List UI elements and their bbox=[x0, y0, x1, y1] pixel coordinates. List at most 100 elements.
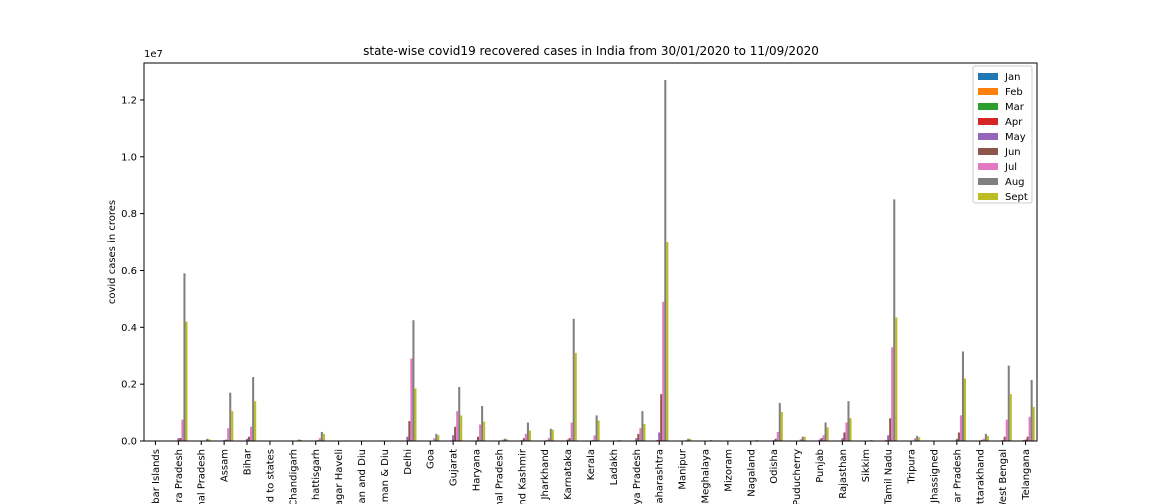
bar-aug-32 bbox=[893, 199, 896, 441]
x-tick-label: Manipur bbox=[678, 448, 689, 490]
bar-jul-4 bbox=[250, 426, 253, 441]
bar-jul-32 bbox=[891, 347, 894, 441]
bar-jul-12 bbox=[433, 438, 436, 441]
bar-aug-11 bbox=[412, 320, 415, 441]
bar-may-35 bbox=[955, 438, 958, 441]
x-tick-label: West Bengal bbox=[998, 449, 1009, 504]
legend-label-feb: Feb bbox=[1005, 87, 1023, 98]
x-tick-label: Ladakh bbox=[609, 449, 620, 485]
x-tick-label: ar Pradesh bbox=[952, 449, 963, 503]
bar-aug-14 bbox=[481, 406, 484, 441]
bar-sept-22 bbox=[666, 242, 669, 441]
bar-may-21 bbox=[635, 438, 638, 441]
legend-swatch-jan bbox=[978, 73, 998, 80]
bar-may-11 bbox=[406, 436, 409, 441]
legend-swatch-mar bbox=[978, 103, 998, 110]
x-tick-label: Delhi bbox=[403, 449, 414, 475]
x-ticks-group: bar Islands ra Pradesh hal Pradesh Assam Bih… bbox=[151, 441, 1032, 504]
bar-sept-17 bbox=[551, 429, 554, 441]
bar-jul-38 bbox=[1028, 416, 1031, 441]
bar-jul-37 bbox=[1005, 419, 1008, 441]
bar-sept-32 bbox=[895, 317, 898, 441]
bar-jun-29 bbox=[820, 438, 823, 441]
bar-aug-23 bbox=[687, 438, 690, 441]
bar-may-22 bbox=[658, 432, 661, 441]
legend-swatch-aug bbox=[978, 178, 998, 185]
x-tick-label: Tripura bbox=[907, 449, 918, 484]
legend-label-aug: Aug bbox=[1005, 177, 1025, 188]
bar-jul-1 bbox=[181, 419, 184, 441]
legend-swatch-jul bbox=[978, 163, 998, 170]
bar-jun-13 bbox=[454, 426, 457, 441]
legend-label-mar: Mar bbox=[1005, 102, 1025, 113]
bar-jul-19 bbox=[593, 435, 596, 441]
x-tick-label: Bihar bbox=[243, 448, 254, 475]
bar-jun-1 bbox=[179, 438, 182, 441]
bar-aug-4 bbox=[252, 377, 255, 441]
legend-label-may: May bbox=[1005, 132, 1026, 143]
bar-jul-29 bbox=[822, 435, 825, 441]
bar-jun-21 bbox=[637, 433, 640, 441]
bar-aug-12 bbox=[435, 433, 438, 441]
bar-sept-28 bbox=[803, 436, 806, 441]
bar-may-38 bbox=[1024, 439, 1027, 441]
bar-jul-15 bbox=[501, 439, 504, 441]
bar-jun-16 bbox=[522, 438, 525, 441]
x-tick-label: Rajasthan bbox=[838, 449, 849, 499]
y-tick-label: 0.6 bbox=[121, 266, 137, 277]
bar-jul-21 bbox=[639, 428, 642, 441]
bar-aug-36 bbox=[984, 433, 987, 441]
x-tick-label: Nagaland bbox=[746, 449, 757, 497]
bar-jun-4 bbox=[248, 436, 251, 441]
x-tick-label: Puducherry bbox=[792, 449, 803, 504]
bar-may-29 bbox=[818, 439, 821, 441]
x-tick-label: ra Pradesh bbox=[174, 449, 185, 503]
bar-aug-22 bbox=[664, 80, 667, 442]
legend: Jan Feb Mar Apr May Jun Jul Aug Sept bbox=[972, 65, 1033, 204]
legend-swatch-sept bbox=[978, 193, 998, 200]
bar-aug-18 bbox=[572, 318, 575, 441]
x-tick-label: agar Haveli bbox=[334, 449, 345, 504]
bar-jun-18 bbox=[568, 438, 571, 441]
bar-sept-38 bbox=[1032, 406, 1035, 441]
bar-jul-13 bbox=[456, 411, 459, 441]
bar-sept-37 bbox=[1009, 394, 1012, 441]
x-tick-label: Jhassigned bbox=[929, 449, 940, 504]
legend-label-apr: Apr bbox=[1005, 117, 1023, 128]
legend-swatch-may bbox=[978, 133, 998, 140]
x-tick-label: Sikkim bbox=[861, 449, 872, 482]
bar-sept-30 bbox=[849, 418, 852, 441]
bar-jul-27 bbox=[776, 431, 779, 441]
bar-may-13 bbox=[452, 435, 455, 441]
bar-jun-37 bbox=[1003, 436, 1006, 441]
bar-jul-30 bbox=[845, 422, 848, 441]
x-tick-label: Tamil Nadu bbox=[884, 449, 895, 504]
x-tick-label: Karnataka bbox=[563, 449, 574, 500]
y-ticks-group: 0.0 0.2 0.4 0.6 0.8 1.0 1.2 bbox=[121, 95, 144, 448]
x-tick-label: Odisha bbox=[769, 449, 780, 484]
x-tick-label: Assam bbox=[220, 449, 231, 482]
bar-may-1 bbox=[177, 438, 180, 441]
bar-sept-1 bbox=[185, 321, 188, 441]
bar-jun-3 bbox=[225, 439, 228, 441]
bar-jul-7 bbox=[318, 438, 321, 441]
bar-jul-22 bbox=[662, 301, 665, 441]
x-tick-label: hal Pradesh bbox=[494, 449, 505, 504]
legend-swatch-apr bbox=[978, 118, 998, 125]
bar-aug-7 bbox=[320, 431, 323, 441]
x-tick-label: bar Islands bbox=[151, 449, 162, 504]
bar-jun-36 bbox=[980, 439, 983, 441]
x-tick-label: Telangana bbox=[1021, 449, 1032, 501]
bar-jul-17 bbox=[547, 438, 550, 441]
bar-jun-32 bbox=[889, 418, 892, 441]
bar-aug-19 bbox=[595, 415, 598, 441]
bar-aug-2 bbox=[206, 438, 209, 441]
x-tick-label: man & Diu bbox=[380, 449, 391, 502]
bar-sept-14 bbox=[483, 421, 486, 441]
bar-jul-36 bbox=[982, 438, 985, 441]
y-axis-label: covid cases in crores bbox=[107, 200, 118, 304]
bar-jul-35 bbox=[959, 415, 962, 441]
x-tick-label: nd Kashmir bbox=[517, 448, 528, 504]
bar-aug-29 bbox=[824, 422, 827, 441]
legend-label-jan: Jan bbox=[1004, 72, 1020, 83]
